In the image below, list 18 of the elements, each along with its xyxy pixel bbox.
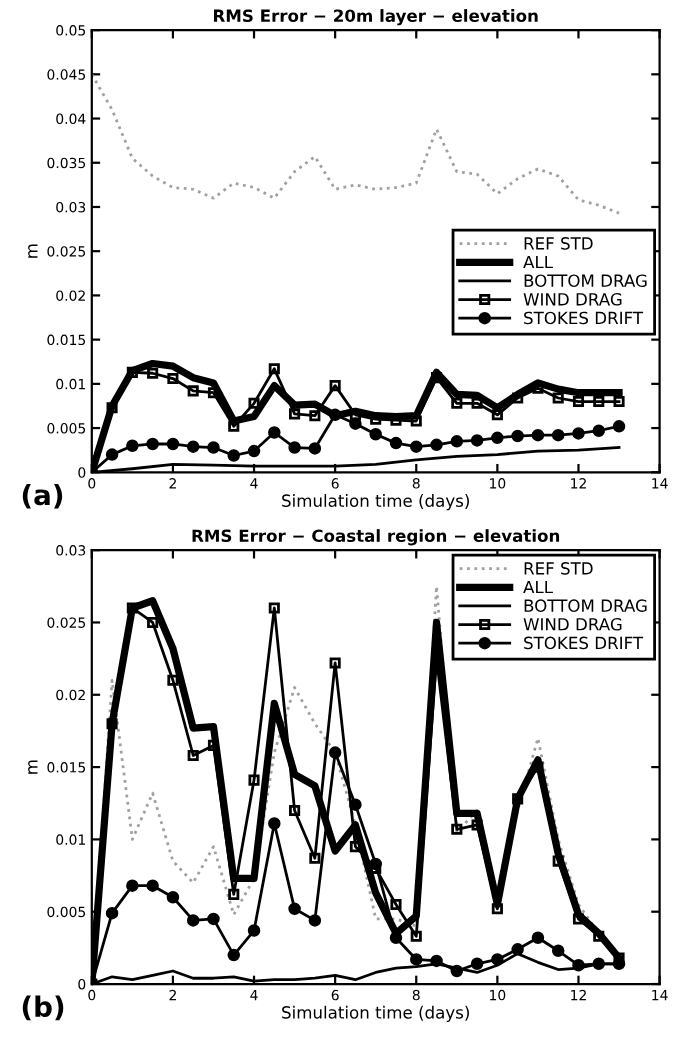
legend-label: REF STD <box>524 562 593 575</box>
y-axis-title: m <box>28 244 38 258</box>
chart-title: RMS Error − 20m layer − elevation <box>213 9 538 26</box>
chart-title: RMS Error − Coastal region − elevation <box>192 529 560 546</box>
text: (a) <box>22 483 63 509</box>
legend-label: STOKES DRIFT <box>524 636 644 650</box>
text: (b) <box>22 995 64 1021</box>
x-axis-title: Simulation time (days) <box>282 494 469 511</box>
legend-label: ALL <box>523 255 553 269</box>
x-axis-title: Simulation time (days) <box>282 1005 469 1022</box>
legend-label: WIND DRAG <box>523 617 622 631</box>
y-axis-title: m <box>28 760 38 774</box>
legend-label: REF STD <box>524 237 593 250</box>
legend-label: ALL <box>523 580 553 594</box>
legend-label: BOTTOM DRAG <box>524 599 647 612</box>
legend-label: BOTTOM DRAG <box>524 274 647 287</box>
legend-label: STOKES DRIFT <box>524 311 644 325</box>
legend-label: WIND DRAG <box>523 293 622 306</box>
